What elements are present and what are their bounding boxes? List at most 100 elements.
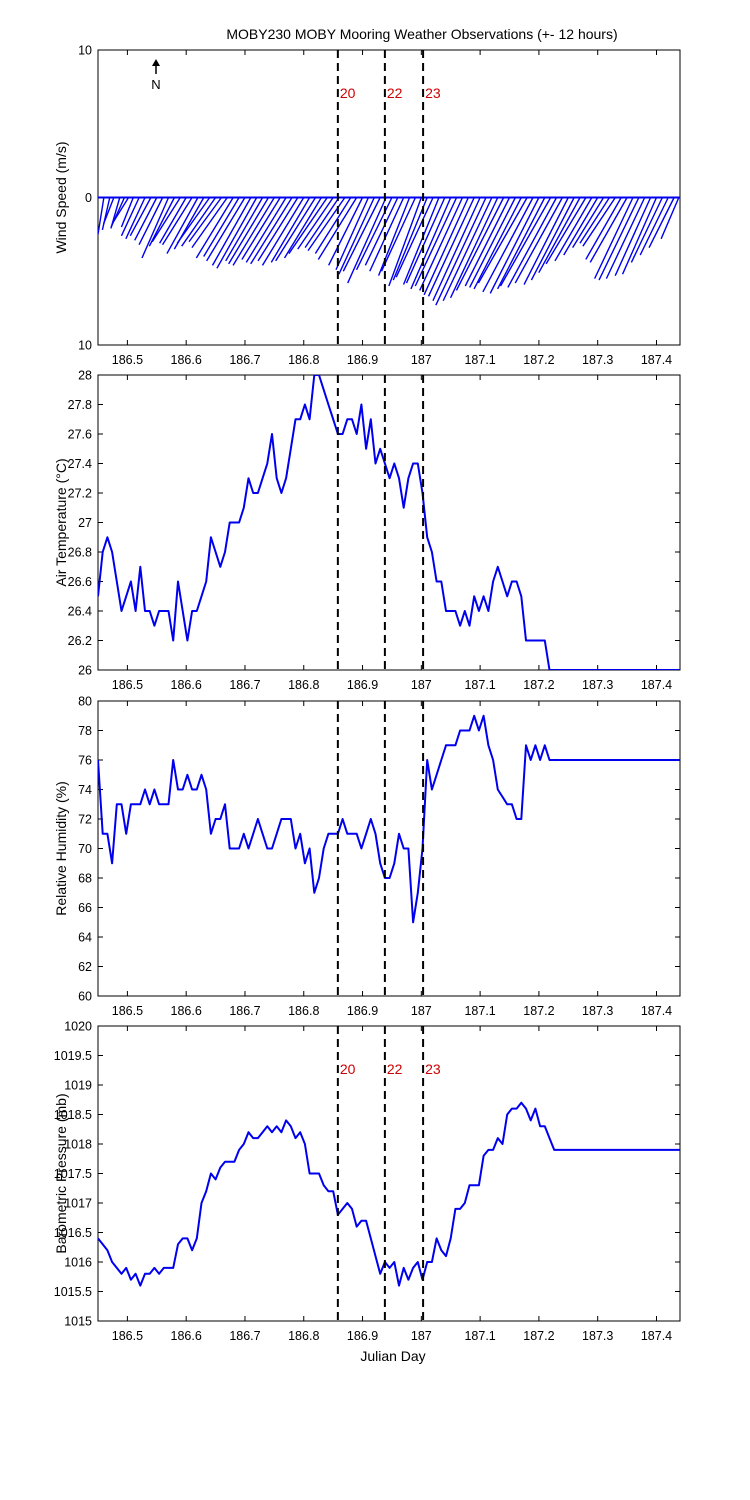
- wind-vector: [621, 197, 658, 275]
- x-tick-label: 187.2: [523, 678, 554, 692]
- y-axis-label: Wind Speed (m/s): [53, 141, 69, 253]
- wind-vector: [327, 197, 364, 266]
- y-tick-label: 27.6: [68, 428, 92, 442]
- event-marker-label: 22: [387, 1061, 403, 1077]
- wind-vector: [477, 197, 528, 284]
- wind-vector: [496, 197, 546, 290]
- series-line: [98, 1101, 680, 1287]
- y-tick-label: 1017.5: [54, 1167, 92, 1181]
- y-tick-label: 0: [85, 191, 92, 205]
- north-arrow-icon: [152, 59, 160, 74]
- event-marker-label: 20: [340, 1061, 356, 1077]
- x-tick-label: 187.1: [464, 678, 495, 692]
- x-tick-label: 187: [411, 1004, 432, 1018]
- wind-vector: [141, 197, 170, 259]
- x-tick-label: 186.8: [288, 1329, 319, 1343]
- wind-vector: [304, 197, 340, 249]
- wind-vector: [195, 197, 234, 259]
- y-tick-label: 27: [78, 516, 92, 530]
- north-arrow-head: [152, 59, 160, 66]
- x-tick-label: 187.4: [641, 353, 672, 367]
- wind-vector: [228, 197, 270, 265]
- x-axis-label: Julian Day: [360, 1348, 425, 1364]
- wind-vector: [181, 197, 217, 247]
- y-tick-label: 1016.5: [54, 1226, 92, 1240]
- x-tick-label: 186.6: [171, 678, 202, 692]
- wind-vector: [449, 197, 499, 299]
- x-tick-label: 186.6: [171, 353, 202, 367]
- figure-title: MOBY230 MOBY Mooring Weather Observation…: [226, 26, 617, 42]
- x-tick-label: 186.6: [171, 1004, 202, 1018]
- plot-data: [98, 1101, 680, 1287]
- wind-vector: [261, 197, 305, 266]
- x-tick-label: 187.1: [464, 1329, 495, 1343]
- wind-vector: [113, 197, 130, 222]
- x-tick-label: 187: [411, 678, 432, 692]
- wind-vector: [250, 197, 293, 265]
- wind-vector: [288, 197, 328, 254]
- event-marker-label: 23: [425, 1061, 441, 1077]
- wind-vector: [395, 197, 434, 278]
- wind-vector: [598, 197, 640, 281]
- x-tick-label: 187.4: [641, 1004, 672, 1018]
- wind-vector: [364, 197, 399, 266]
- wind-vector: [176, 197, 211, 244]
- wind-vector: [630, 197, 663, 263]
- y-tick-label: 26.2: [68, 634, 92, 648]
- x-tick-label: 186.6: [171, 1329, 202, 1343]
- wind-vector: [455, 197, 505, 291]
- wind-vector: [589, 197, 628, 263]
- y-tick-label: 72: [78, 813, 92, 827]
- wind-vector: [101, 197, 111, 231]
- x-tick-label: 187.2: [523, 353, 554, 367]
- north-label: N: [151, 77, 160, 92]
- wind-vector: [342, 197, 381, 272]
- wind-vector: [563, 197, 599, 256]
- wind-vector: [138, 197, 164, 246]
- panels: 10 0 10 186.5 186.6 186.7 186.8 186.9 187 187.1 18…: [53, 44, 681, 1343]
- wind-vector: [377, 197, 411, 276]
- x-tick-label: 187.2: [523, 1329, 554, 1343]
- wind-vector: [585, 197, 622, 260]
- wind-vector: [257, 197, 299, 262]
- x-tick-label: 187.4: [641, 678, 672, 692]
- wind-vector: [120, 197, 134, 228]
- x-tick-label: 186.5: [112, 1329, 143, 1343]
- y-axis-label: Barometric Pressure (mb): [53, 1093, 69, 1253]
- x-tick-label: 186.7: [229, 1329, 260, 1343]
- x-tick-label: 187.2: [523, 1004, 554, 1018]
- wind-vector: [270, 197, 311, 263]
- x-tick-label: 187: [411, 1329, 432, 1343]
- x-tick-label: 186.8: [288, 353, 319, 367]
- wind-vector: [489, 197, 540, 294]
- wind-vector: [203, 197, 240, 257]
- wind-vector: [482, 197, 534, 293]
- event-marker-label: 22: [387, 85, 403, 101]
- y-tick-label: 1019.5: [54, 1049, 92, 1063]
- x-tick-label: 186.5: [112, 353, 143, 367]
- wind-vector: [660, 197, 680, 240]
- y-tick-label: 27.4: [68, 457, 92, 471]
- wind-vector: [161, 197, 193, 246]
- y-tick-label: 26: [78, 664, 92, 678]
- wind-vector: [297, 197, 334, 250]
- wind-vector: [392, 197, 428, 281]
- wind-vector: [211, 197, 252, 266]
- wind-vector: [402, 197, 440, 285]
- wind-vector: [355, 197, 393, 271]
- wind-vector: [523, 197, 569, 285]
- plot-data: [98, 714, 680, 924]
- wind-vector: [98, 197, 105, 235]
- wind-vector: [388, 197, 422, 287]
- wind-vector: [464, 197, 511, 287]
- event-marker-label: 23: [425, 85, 441, 101]
- wind-vector: [166, 197, 199, 254]
- y-tick-label: 26.6: [68, 575, 92, 589]
- wind-vector: [191, 197, 228, 249]
- plot-data: [98, 375, 680, 670]
- wind-vector: [317, 197, 358, 260]
- y-axis-label: Air Temperature (°C): [53, 458, 69, 586]
- wind-vector: [639, 197, 669, 256]
- wind-vector: [579, 197, 611, 244]
- wind-vector: [338, 197, 375, 275]
